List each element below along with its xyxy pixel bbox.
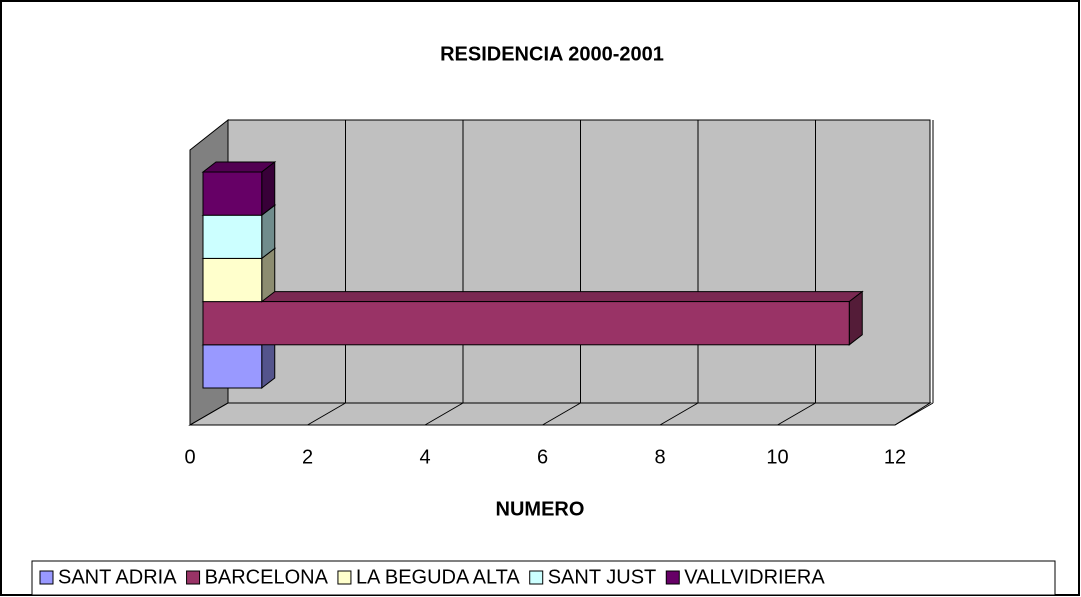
bar-top: [201, 291, 864, 303]
floor: [188, 402, 932, 426]
legend-swatch: [39, 570, 54, 585]
x-tick-label: 4: [419, 446, 430, 468]
x-tick-label: 12: [884, 446, 906, 468]
bar: [202, 344, 263, 389]
x-tick-label: 6: [537, 446, 548, 468]
floor-grid-line: [424, 402, 464, 426]
floor-grid-line: [189, 402, 229, 426]
back-wall: [227, 119, 931, 404]
legend-swatch: [665, 570, 680, 585]
bar: [202, 171, 263, 216]
x-tick-label: 0: [184, 446, 195, 468]
legend-label: LA BEGUDA ALTA: [356, 566, 520, 588]
bar-side: [261, 160, 276, 217]
legend-label: SANT JUST: [548, 566, 657, 588]
floor-grid-line: [894, 402, 934, 426]
floor-grid-line: [542, 402, 581, 426]
bar: [202, 301, 850, 346]
chart-title: RESIDENCIA 2000-2001: [440, 43, 664, 65]
bar: [202, 257, 263, 303]
floor-grid-line: [659, 402, 699, 426]
floor-grid-line: [777, 402, 816, 426]
x-axis-title: NUMERO: [496, 498, 585, 520]
x-tick-label: 2: [302, 446, 313, 468]
legend-label: BARCELONA: [205, 566, 329, 588]
bar-side: [848, 290, 863, 346]
x-tick-label: 8: [654, 446, 665, 468]
x-tick-label: 10: [766, 446, 788, 468]
legend-swatch: [529, 570, 544, 585]
legend-swatch: [186, 570, 201, 585]
floor-grid-line: [307, 402, 346, 426]
legend-box: [31, 560, 1056, 596]
legend-label: SANT ADRIA: [58, 566, 177, 588]
legend-label: VALLVIDRIERA: [684, 566, 825, 588]
bar: [202, 214, 263, 259]
legend-swatch: [337, 570, 352, 585]
